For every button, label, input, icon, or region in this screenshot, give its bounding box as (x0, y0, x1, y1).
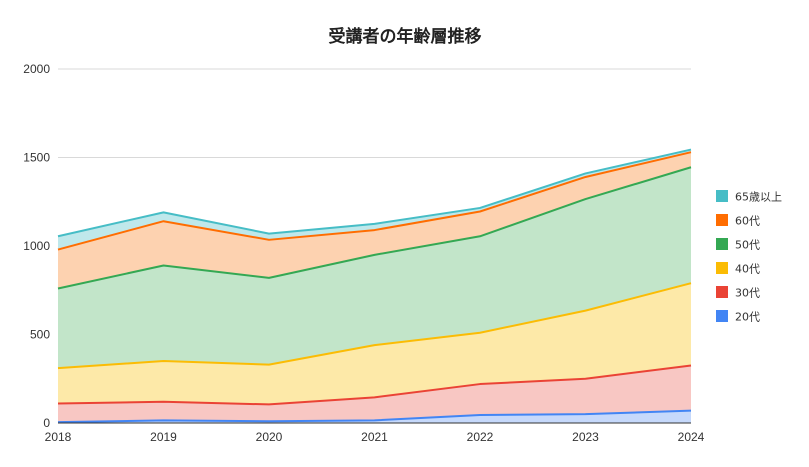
chart-title: 受講者の年齢層推移 (329, 26, 482, 47)
legend: 65歳以上 60代 50代 40代 30代 20代 (716, 190, 782, 324)
legend-label: 30代 (735, 287, 760, 300)
area-4 (58, 152, 691, 289)
x-tick-label: 2022 (467, 430, 494, 444)
legend-swatch (716, 262, 728, 274)
area-series (58, 149, 691, 423)
legend-label: 60代 (735, 215, 760, 228)
legend-label: 40代 (735, 263, 760, 276)
x-tick-label: 2023 (572, 430, 599, 444)
x-tick-label: 2018 (45, 430, 72, 444)
axes: 0 500 1000 1500 2000 2018 2019 2020 2021 2022 2023… (23, 62, 704, 444)
legend-swatch (716, 310, 728, 322)
legend-label: 65歳以上 (735, 191, 782, 204)
y-tick-label: 500 (30, 328, 50, 342)
legend-label: 50代 (735, 239, 760, 252)
series-lines (57, 148, 692, 424)
x-tick-label: 2020 (256, 430, 283, 444)
y-tick-label: 2000 (23, 62, 50, 76)
y-tick-label: 0 (43, 416, 50, 430)
x-tick-label: 2024 (678, 430, 705, 444)
area-2 (58, 283, 691, 405)
legend-swatch (716, 286, 728, 298)
area-3 (58, 167, 691, 369)
area-0 (58, 410, 691, 423)
legend-label: 20代 (735, 311, 760, 324)
legend-swatch (716, 238, 728, 250)
y-tick-label: 1000 (23, 239, 50, 253)
legend-swatch (716, 214, 728, 226)
area-1 (58, 365, 691, 423)
area-5 (58, 149, 691, 250)
x-tick-label: 2021 (361, 430, 388, 444)
legend-swatch (716, 190, 728, 202)
x-tick-label: 2019 (150, 430, 177, 444)
y-tick-label: 1500 (23, 151, 50, 165)
